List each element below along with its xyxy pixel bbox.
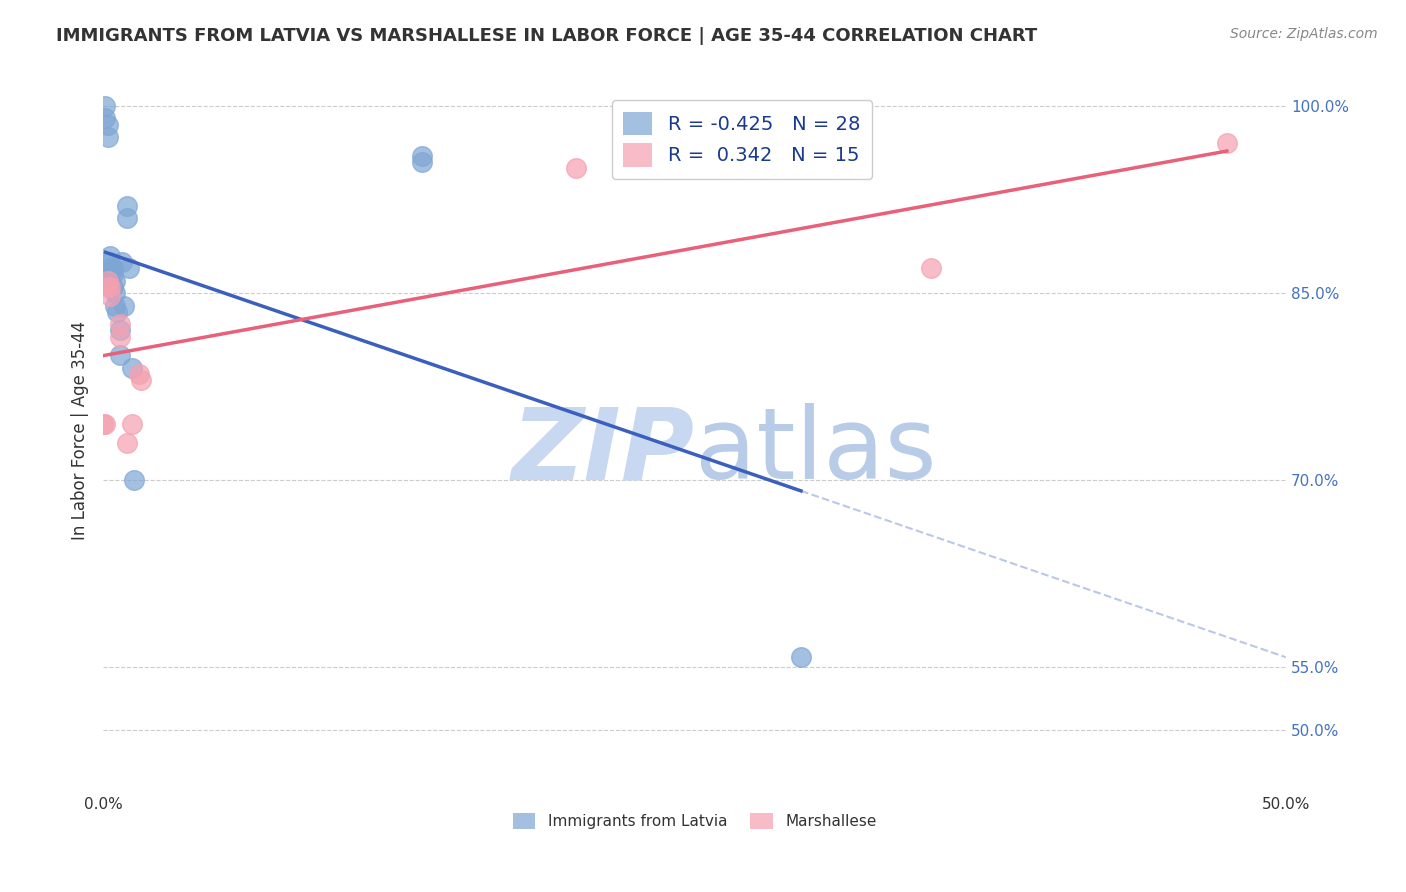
Point [108, 317, 131, 331]
Point [112, 298, 135, 312]
Point [97, 274, 120, 288]
Point [129, 373, 152, 387]
Point [108, 323, 131, 337]
Point [98, 288, 121, 302]
Point [111, 255, 134, 269]
Point [108, 348, 131, 362]
Point [122, 473, 145, 487]
Point [411, 149, 433, 163]
Point [98, 255, 121, 269]
Point [115, 199, 138, 213]
Point [128, 367, 150, 381]
Point [98, 261, 121, 276]
Point [97, 130, 120, 145]
Point [118, 261, 141, 276]
Point [101, 280, 124, 294]
Point [98, 280, 121, 294]
Point [104, 274, 127, 288]
Text: atlas: atlas [695, 403, 936, 500]
Point [98, 249, 121, 263]
Point [105, 304, 128, 318]
Point [98, 274, 121, 288]
Point [98, 268, 121, 282]
Y-axis label: In Labor Force | Age 35-44: In Labor Force | Age 35-44 [72, 321, 89, 540]
Point [94, 417, 117, 431]
Point [94, 99, 117, 113]
Point [920, 261, 942, 276]
Text: Source: ZipAtlas.com: Source: ZipAtlas.com [1230, 27, 1378, 41]
Point [115, 211, 138, 226]
Point [101, 268, 124, 282]
Point [97, 118, 120, 132]
Point [108, 329, 131, 343]
Point [411, 155, 433, 169]
Legend: Immigrants from Latvia, Marshallese: Immigrants from Latvia, Marshallese [506, 806, 883, 835]
Point [121, 417, 143, 431]
Point [565, 161, 588, 176]
Point [121, 360, 143, 375]
Text: ZIP: ZIP [512, 403, 695, 500]
Point [101, 261, 124, 276]
Point [91, 417, 114, 431]
Point [790, 650, 813, 665]
Point [104, 298, 127, 312]
Text: IMMIGRANTS FROM LATVIA VS MARSHALLESE IN LABOR FORCE | AGE 35-44 CORRELATION CHA: IMMIGRANTS FROM LATVIA VS MARSHALLESE IN… [56, 27, 1038, 45]
Point [97, 280, 120, 294]
Point [94, 112, 117, 126]
Point [115, 435, 138, 450]
Point [1216, 136, 1239, 151]
Point [104, 286, 127, 301]
